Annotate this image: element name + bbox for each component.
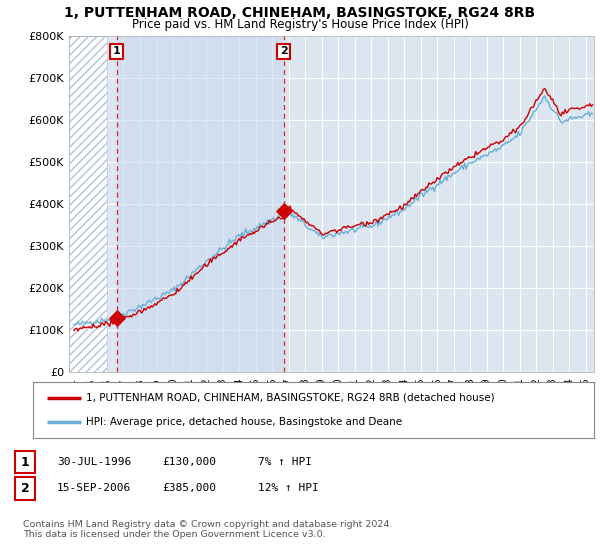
- Text: 30-JUL-1996: 30-JUL-1996: [57, 457, 131, 467]
- Text: 12% ↑ HPI: 12% ↑ HPI: [258, 483, 319, 493]
- Text: £130,000: £130,000: [162, 457, 216, 467]
- Text: 1: 1: [113, 46, 121, 57]
- Text: 2: 2: [21, 482, 29, 495]
- Text: 15-SEP-2006: 15-SEP-2006: [57, 483, 131, 493]
- Text: 1, PUTTENHAM ROAD, CHINEHAM, BASINGSTOKE, RG24 8RB: 1, PUTTENHAM ROAD, CHINEHAM, BASINGSTOKE…: [64, 6, 536, 20]
- Text: 1: 1: [21, 455, 29, 469]
- Bar: [69, 36, 107, 372]
- Text: 7% ↑ HPI: 7% ↑ HPI: [258, 457, 312, 467]
- Point: [279, 206, 289, 215]
- Text: HPI: Average price, detached house, Basingstoke and Deane: HPI: Average price, detached house, Basi…: [86, 417, 403, 427]
- Point: [112, 314, 121, 323]
- Text: Price paid vs. HM Land Registry's House Price Index (HPI): Price paid vs. HM Land Registry's House …: [131, 18, 469, 31]
- Text: 2: 2: [280, 46, 287, 57]
- Bar: [116, 36, 284, 372]
- Text: £385,000: £385,000: [162, 483, 216, 493]
- Text: 1, PUTTENHAM ROAD, CHINEHAM, BASINGSTOKE, RG24 8RB (detached house): 1, PUTTENHAM ROAD, CHINEHAM, BASINGSTOKE…: [86, 393, 495, 403]
- Text: Contains HM Land Registry data © Crown copyright and database right 2024.
This d: Contains HM Land Registry data © Crown c…: [23, 520, 392, 539]
- Bar: [69, 36, 107, 372]
